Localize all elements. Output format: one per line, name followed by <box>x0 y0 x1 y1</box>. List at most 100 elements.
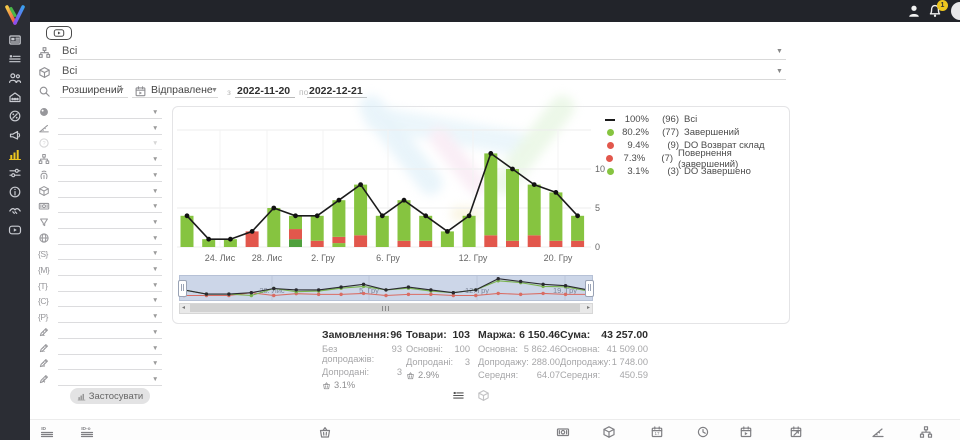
stats-row: Основні: 100 <box>406 344 470 354</box>
chevron-down-icon[interactable]: ▼ <box>152 297 159 305</box>
sidebar-item-analytics[interactable] <box>8 147 22 161</box>
date-from-input[interactable]: 2022-11-20 <box>237 85 291 97</box>
chevron-down-icon[interactable]: ▼ <box>152 171 159 179</box>
profile-icon[interactable] <box>906 3 922 19</box>
sidebar-item-warehouse[interactable] <box>8 90 22 104</box>
chevron-down-icon[interactable]: ▼ <box>118 87 125 94</box>
chevron-down-icon[interactable]: ▼ <box>152 313 159 321</box>
chart-scrollbar[interactable]: ◂ ▸ <box>179 303 593 314</box>
sidebar-item-orders[interactable] <box>8 52 22 66</box>
orders-chart[interactable]: 0 5 10 24. Лис 28. Лис 2. Гру 6. Гру 12. Гру 20.… <box>177 119 613 271</box>
stats-row-label: Середня: <box>560 370 601 380</box>
filter-select-product[interactable] <box>58 196 162 198</box>
time-icon[interactable] <box>696 425 710 439</box>
svg-text:5: 5 <box>595 203 600 213</box>
filter-select-structure[interactable] <box>58 165 162 167</box>
chevron-down-icon[interactable]: ▼ <box>152 250 159 258</box>
filter-select-region[interactable] <box>58 243 162 245</box>
legend-percent: 80.2% <box>622 127 649 138</box>
basket-icon[interactable] <box>318 425 332 439</box>
cube-icon <box>38 185 50 197</box>
chevron-down-icon[interactable]: ▼ <box>152 218 159 226</box>
chevron-down-icon[interactable]: ▼ <box>152 124 159 132</box>
filter-select-funnel[interactable] <box>58 227 162 229</box>
chevron-down-icon[interactable]: ▼ <box>152 203 159 211</box>
calendar-icon[interactable]: 17 <box>650 425 664 439</box>
view-products-toggle[interactable] <box>477 389 490 402</box>
chevron-down-icon[interactable]: ▼ <box>152 109 159 116</box>
stats-row-value: 64.07 <box>536 370 560 380</box>
filter-select-param-t[interactable] <box>58 290 162 292</box>
chevron-down-icon[interactable]: ▼ <box>211 87 218 94</box>
chevron-down-icon[interactable]: ▼ <box>152 375 159 383</box>
chevron-down-icon[interactable]: ▼ <box>776 48 783 55</box>
filter-select-param-m[interactable] <box>58 275 162 276</box>
chevron-down-icon[interactable]: ▼ <box>152 360 159 368</box>
filter-select-param-c[interactable] <box>58 306 162 308</box>
filter-select-counterparty[interactable] <box>58 118 162 119</box>
pencil-icon <box>38 326 50 338</box>
stats-row-value: 5 862.46 <box>523 344 560 354</box>
sidebar-item-promotions[interactable] <box>8 109 22 123</box>
filter-select-custom-field-3[interactable] <box>58 369 162 371</box>
navigator-left-handle[interactable] <box>178 280 187 297</box>
chevron-down-icon[interactable]: ▼ <box>152 344 159 352</box>
sidebar-item-info[interactable] <box>8 185 22 199</box>
filter-row-region: ▼ <box>30 232 170 246</box>
id-list-icon[interactable]: ID <box>40 425 54 439</box>
calendar-export-icon[interactable] <box>789 425 803 439</box>
calendar-send-icon[interactable] <box>739 425 753 439</box>
chevron-down-icon[interactable]: ▼ <box>152 234 159 242</box>
filter-select-param-p[interactable] <box>58 322 162 324</box>
filter-select-custom-field-1[interactable] <box>58 337 162 339</box>
filter-select-param-s[interactable] <box>58 259 162 261</box>
scroll-right-arrow[interactable]: ▸ <box>586 305 590 311</box>
video-tutorial-button[interactable] <box>46 26 72 40</box>
navigator-right-handle[interactable] <box>585 280 594 297</box>
sidebar-item-panel[interactable] <box>8 33 22 47</box>
svg-text:5. Гру: 5. Гру <box>359 286 379 295</box>
products-icon[interactable] <box>602 425 616 439</box>
chevron-down-icon[interactable]: ▼ <box>776 68 783 75</box>
filter-select-payment[interactable] <box>58 212 162 214</box>
apply-button-label: Застосувати <box>88 390 144 402</box>
sidebar-item-partners[interactable] <box>8 204 22 218</box>
measure-icon[interactable] <box>871 425 885 439</box>
svg-text:2. Гру: 2. Гру <box>311 253 335 263</box>
filter-select-custom-field-2[interactable] <box>58 353 162 355</box>
filter-select-identifier[interactable] <box>58 180 162 182</box>
chart-navigator[interactable]: 28. Лис 5. Гру 12. Гру 19. Гру <box>178 275 594 301</box>
scroll-left-arrow[interactable]: ◂ <box>182 305 186 311</box>
structure-filter-select[interactable]: Всі <box>62 45 78 57</box>
brand-logo[interactable] <box>0 0 30 30</box>
product-filter-select[interactable]: Всі <box>62 65 78 77</box>
sidebar-item-customers[interactable] <box>8 71 22 85</box>
date-type-select[interactable]: Відправлене <box>151 84 213 96</box>
chevron-down-icon[interactable]: ▼ <box>152 140 159 148</box>
chevron-down-icon[interactable]: ▼ <box>152 266 159 273</box>
filter-select-help[interactable] <box>58 149 162 151</box>
sidebar-item-marketing[interactable] <box>8 128 22 142</box>
avatar[interactable] <box>951 2 960 20</box>
money-icon[interactable] <box>556 425 570 439</box>
chart-panel: 0 5 10 24. Лис 28. Лис 2. Гру 6. Гру 12. Гру 20.… <box>172 90 790 324</box>
sidebar-item-video[interactable] <box>8 223 22 237</box>
chevron-down-icon[interactable]: ▼ <box>152 156 159 164</box>
sidebar-item-settings[interactable] <box>8 166 22 180</box>
apply-button[interactable]: Застосувати <box>70 388 150 404</box>
filter-select-measure[interactable] <box>58 133 162 135</box>
main-sidebar <box>0 0 30 440</box>
view-list-toggle[interactable] <box>452 389 465 402</box>
chevron-down-icon[interactable]: ▼ <box>152 281 159 289</box>
chart-legend: 100% (96) Всі 80.2% (77) Завершений 9.4% (9) DO … <box>603 113 785 178</box>
filter-select-custom-field-4[interactable] <box>58 384 162 386</box>
stats-row-label: Основні: <box>406 344 443 354</box>
chevron-down-icon[interactable]: ▼ <box>152 187 159 195</box>
dot-marker-icon <box>603 168 617 175</box>
id-output-icon[interactable]: ID-o <box>80 425 94 439</box>
chevron-down-icon[interactable]: ▼ <box>152 328 159 336</box>
scrollbar-grip[interactable] <box>382 306 389 311</box>
date-to-input[interactable]: 2022-12-21 <box>309 85 363 97</box>
network-icon[interactable] <box>919 425 933 439</box>
search-mode-select[interactable]: Розширений <box>62 84 123 96</box>
